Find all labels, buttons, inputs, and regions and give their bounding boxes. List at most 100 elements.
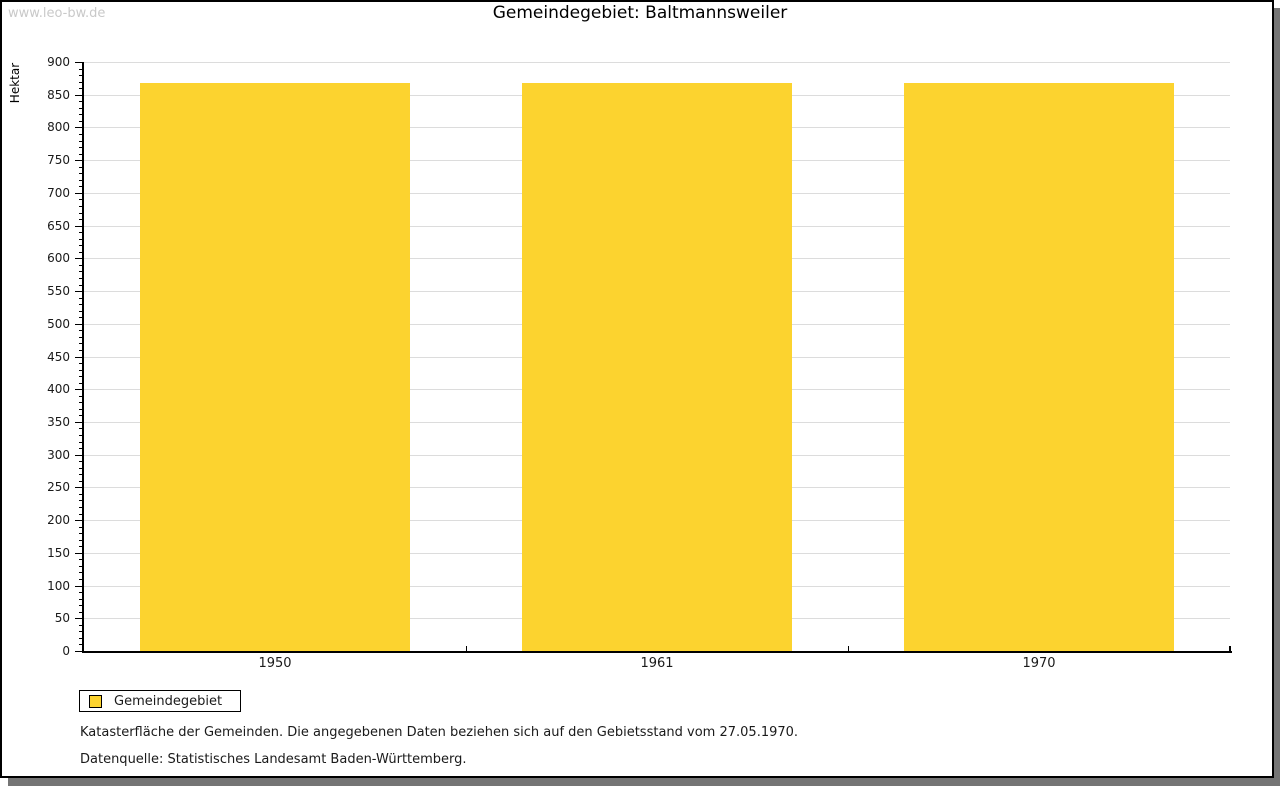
y-axis-minor-tick — [79, 285, 83, 286]
y-axis-minor-tick — [79, 232, 83, 233]
y-axis-minor-tick — [79, 69, 83, 70]
x-axis-tick — [466, 646, 467, 651]
y-axis-minor-tick — [79, 566, 83, 567]
y-axis-minor-tick — [79, 363, 83, 364]
y-axis-minor-tick — [79, 271, 83, 272]
y-axis-label-100: 100 — [47, 579, 70, 593]
y-axis-major-tick — [75, 651, 82, 652]
y-axis-major-tick — [75, 422, 82, 423]
y-axis-major-tick — [75, 62, 82, 63]
y-axis-label-350: 350 — [47, 415, 70, 429]
y-axis-minor-tick — [79, 448, 83, 449]
y-axis-minor-tick — [79, 612, 83, 613]
bar-1970 — [904, 83, 1174, 651]
y-axis-minor-tick — [79, 154, 83, 155]
y-axis-minor-tick — [79, 605, 83, 606]
y-axis-minor-tick — [79, 213, 83, 214]
y-axis-minor-tick — [79, 298, 83, 299]
y-axis-minor-tick — [79, 88, 83, 89]
bar-1950 — [140, 83, 410, 651]
caption-source-note: Katasterfläche der Gemeinden. Die angege… — [80, 725, 799, 740]
y-axis-minor-tick — [79, 638, 83, 639]
y-axis-minor-tick — [79, 474, 83, 475]
y-axis-major-tick — [75, 455, 82, 456]
x-axis-line — [82, 651, 1232, 653]
y-axis-line — [82, 62, 84, 653]
y-axis-label-550: 550 — [47, 284, 70, 298]
y-axis-minor-tick — [79, 219, 83, 220]
y-axis-major-tick — [75, 553, 82, 554]
y-axis-minor-tick — [79, 559, 83, 560]
y-axis-major-tick — [75, 520, 82, 521]
y-axis-minor-tick — [79, 337, 83, 338]
y-axis-minor-tick — [79, 101, 83, 102]
x-axis-end-tick — [1229, 646, 1231, 651]
y-axis-minor-tick — [79, 500, 83, 501]
y-axis-minor-tick — [79, 409, 83, 410]
x-axis-label-1961: 1961 — [640, 656, 674, 671]
y-axis-minor-tick — [79, 147, 83, 148]
y-axis-minor-tick — [79, 540, 83, 541]
y-axis-minor-tick — [79, 402, 83, 403]
y-axis-label-600: 600 — [47, 251, 70, 265]
y-axis-label-300: 300 — [47, 448, 70, 462]
y-axis-label-50: 50 — [54, 611, 70, 625]
y-axis-minor-tick — [79, 350, 83, 351]
y-axis-minor-tick — [79, 82, 83, 83]
y-axis-minor-tick — [79, 304, 83, 305]
bar-1961 — [522, 83, 792, 651]
y-axis-minor-tick — [79, 114, 83, 115]
y-axis-minor-tick — [79, 141, 83, 142]
legend-swatch-icon — [89, 694, 102, 708]
y-axis-minor-tick — [79, 245, 83, 246]
y-axis-minor-tick — [79, 546, 83, 547]
y-axis-minor-tick — [79, 343, 83, 344]
y-axis-label-650: 650 — [47, 219, 70, 233]
x-axis-label-1970: 1970 — [1022, 656, 1056, 671]
y-axis-minor-tick — [79, 507, 83, 508]
y-axis-minor-tick — [79, 435, 83, 436]
y-axis-major-tick — [75, 389, 82, 390]
y-axis-minor-tick — [79, 330, 83, 331]
y-axis-minor-tick — [79, 396, 83, 397]
y-axis-minor-tick — [79, 514, 83, 515]
y-axis-minor-tick — [79, 631, 83, 632]
y-axis-minor-tick — [79, 173, 83, 174]
y-axis-minor-tick — [79, 278, 83, 279]
y-axis-major-tick — [75, 618, 82, 619]
chart-title: Gemeindegebiet: Baltmannsweiler — [492, 3, 788, 23]
y-axis-minor-tick — [79, 415, 83, 416]
y-axis-minor-tick — [79, 199, 83, 200]
y-axis-major-tick — [75, 226, 82, 227]
y-axis-label-200: 200 — [47, 513, 70, 527]
y-axis-label-250: 250 — [47, 480, 70, 494]
y-axis-minor-tick — [79, 644, 83, 645]
caption-data-source: Datenquelle: Statistisches Landesamt Bad… — [80, 752, 467, 767]
y-axis-minor-tick — [79, 461, 83, 462]
y-axis-minor-tick — [79, 206, 83, 207]
watermark-text: www.leo-bw.de — [8, 6, 106, 21]
y-axis-label-400: 400 — [47, 382, 70, 396]
y-axis-major-tick — [75, 127, 82, 128]
y-axis-label-900: 900 — [47, 55, 70, 69]
y-axis-minor-tick — [79, 311, 83, 312]
y-axis-minor-tick — [79, 481, 83, 482]
y-axis-minor-tick — [79, 75, 83, 76]
y-axis-minor-tick — [79, 370, 83, 371]
x-axis-tick — [848, 646, 849, 651]
y-axis-minor-tick — [79, 121, 83, 122]
y-axis-major-tick — [75, 586, 82, 587]
y-axis-label-450: 450 — [47, 350, 70, 364]
y-axis-minor-tick — [79, 468, 83, 469]
y-gridline — [84, 62, 1230, 63]
y-axis-label-500: 500 — [47, 317, 70, 331]
y-axis-major-tick — [75, 291, 82, 292]
y-axis-label-850: 850 — [47, 88, 70, 102]
y-axis-label-0: 0 — [62, 644, 70, 658]
y-axis-minor-tick — [79, 186, 83, 187]
y-axis-major-tick — [75, 258, 82, 259]
y-axis-minor-tick — [79, 599, 83, 600]
y-axis-major-tick — [75, 357, 82, 358]
